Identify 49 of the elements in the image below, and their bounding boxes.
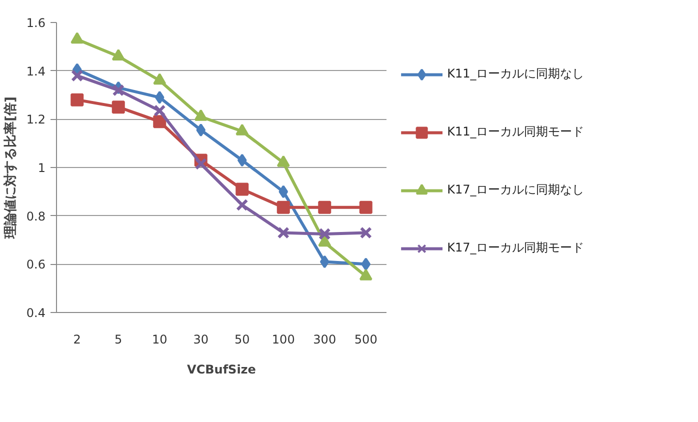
x-tick-label: 5 (114, 332, 122, 346)
point (112, 84, 124, 96)
point (194, 109, 208, 121)
point (196, 124, 206, 137)
x-tick-label: 100 (272, 332, 295, 346)
x-tick-label: 300 (313, 332, 336, 346)
point (112, 100, 125, 114)
point (236, 124, 249, 136)
legend-label: K11_ローカル同期モード (447, 124, 584, 139)
point (320, 255, 330, 268)
point (153, 73, 166, 85)
point (276, 200, 290, 214)
point (112, 48, 125, 61)
point (318, 228, 331, 240)
x-tick-label: 500 (354, 332, 378, 346)
y-tick-label: 1.6 (26, 16, 46, 30)
point (236, 198, 248, 212)
point (318, 235, 332, 247)
x-tick-label: 10 (152, 332, 168, 346)
y-axis-title: 理論値に対する比率[倍] (2, 96, 18, 240)
y-tick-label: 1 (38, 161, 46, 175)
x-tick-label: 2 (73, 332, 81, 346)
point (359, 200, 372, 214)
y-tick-label: 0.6 (26, 258, 46, 272)
x-axis-title: VCBufSize (187, 362, 256, 376)
point (237, 154, 247, 167)
legend-label: K17_ローカルに同期なし (447, 182, 584, 197)
point (236, 182, 249, 196)
point (277, 226, 290, 239)
point (70, 93, 84, 106)
y-tick-label: 1.2 (26, 112, 46, 127)
point (194, 158, 207, 170)
point (154, 90, 164, 104)
legend-label: K17_ローカル同期モード (447, 240, 584, 255)
x-tick-label: 50 (234, 332, 250, 346)
point (70, 32, 84, 44)
point (278, 185, 288, 198)
legend-label: K11_ローカルに同期なし (447, 66, 584, 81)
point (360, 226, 372, 239)
y-tick-label: 0.8 (26, 209, 46, 224)
point (318, 200, 332, 214)
y-tick-label: 1.4 (26, 64, 46, 78)
x-tick-label: 30 (193, 332, 209, 346)
y-tick-label: 0.4 (26, 306, 46, 320)
point (276, 155, 290, 167)
point (71, 70, 84, 82)
point (361, 258, 371, 271)
point (153, 115, 166, 128)
point (154, 104, 166, 117)
